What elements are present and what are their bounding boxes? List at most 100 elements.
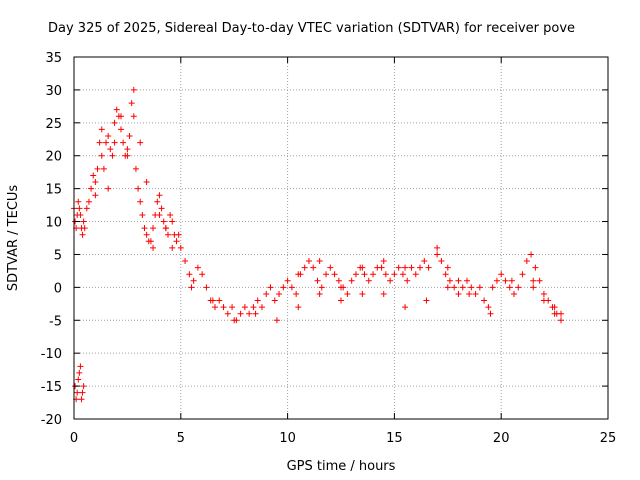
x-tick-label: 15 (386, 431, 403, 446)
y-tick-label: -20 (41, 413, 62, 428)
gridlines (74, 57, 608, 419)
data-point (77, 363, 84, 370)
data-point (442, 271, 449, 278)
data-point (540, 297, 547, 304)
x-tick-label: 10 (279, 431, 296, 446)
data-point (466, 290, 473, 297)
y-tick-label: 5 (54, 248, 62, 263)
data-point (81, 225, 88, 232)
data-point (154, 198, 161, 205)
data-point (530, 284, 537, 291)
data-point (338, 297, 344, 304)
data-point (98, 126, 105, 133)
data-point (421, 258, 428, 265)
data-point (316, 290, 323, 297)
data-point (96, 139, 103, 146)
data-point (124, 146, 131, 153)
y-tick-label: 15 (45, 183, 62, 198)
y-tick-label: 20 (45, 150, 62, 165)
data-point (143, 231, 150, 238)
y-tick-label: -10 (41, 347, 62, 362)
data-point (344, 290, 351, 297)
data-point (78, 396, 85, 403)
data-point (498, 271, 505, 278)
data-point (126, 132, 133, 139)
data-point (423, 297, 430, 304)
data-point (314, 277, 321, 284)
data-point (540, 290, 547, 297)
data-point (98, 152, 105, 159)
data-point (83, 205, 90, 212)
data-point (455, 277, 462, 284)
data-point (404, 277, 411, 284)
data-point (493, 277, 500, 284)
data-point (124, 152, 131, 159)
data-point (551, 304, 558, 311)
x-tick-label: 25 (600, 431, 617, 446)
data-point (111, 139, 118, 146)
data-point (472, 290, 479, 297)
data-point (182, 258, 189, 265)
data-point (335, 277, 342, 284)
data-point (402, 304, 409, 311)
y-tick-label: 25 (45, 117, 62, 132)
data-point (156, 211, 163, 218)
data-point (173, 238, 180, 245)
data-point (444, 264, 451, 271)
data-point (88, 185, 95, 192)
data-point (105, 132, 112, 139)
data-point (85, 198, 92, 205)
axis-ticks: 0 5 10 15 20 25 -20 -15 -10 -5 0 5 10 15 20 25 30 35 (41, 51, 617, 446)
data-point (348, 277, 355, 284)
data-point (252, 310, 259, 317)
y-tick-label: 30 (45, 84, 62, 99)
data-point (263, 290, 270, 297)
data-point (150, 244, 157, 251)
data-point (267, 284, 274, 291)
data-point (412, 271, 419, 278)
data-point (402, 264, 409, 271)
x-tick-label: 20 (493, 431, 510, 446)
data-point (216, 297, 223, 304)
data-point (175, 231, 182, 238)
data-point (515, 284, 522, 291)
data-point (74, 389, 81, 396)
data-point (532, 264, 539, 271)
data-point (446, 277, 453, 284)
data-point (143, 179, 150, 186)
x-tick-label: 5 (177, 431, 185, 446)
data-point (103, 139, 110, 146)
data-point (169, 244, 176, 251)
data-point (132, 165, 139, 172)
data-point (231, 317, 238, 324)
data-point (434, 251, 441, 258)
data-point (258, 304, 265, 311)
data-point (229, 304, 236, 311)
data-point (167, 211, 174, 218)
data-point (331, 271, 338, 278)
data-point (293, 290, 300, 297)
data-point (224, 310, 231, 317)
y-tick-label: 0 (54, 281, 62, 296)
data-point (105, 185, 112, 192)
y-axis-label: SDTVAR / TECUs (6, 185, 21, 292)
data-point (130, 86, 137, 93)
y-tick-label: 10 (45, 216, 62, 231)
data-point (318, 284, 325, 291)
data-point (558, 310, 565, 317)
data-point (76, 205, 83, 212)
data-point (378, 264, 385, 271)
data-point (209, 297, 216, 304)
data-point (254, 297, 261, 304)
data-point (455, 290, 462, 297)
data-point (92, 179, 99, 186)
data-point (80, 383, 87, 390)
data-point (310, 264, 317, 271)
data-point (211, 304, 218, 311)
data-point (380, 258, 387, 265)
data-point (199, 271, 206, 278)
data-point (203, 284, 210, 291)
data-point (246, 310, 253, 317)
